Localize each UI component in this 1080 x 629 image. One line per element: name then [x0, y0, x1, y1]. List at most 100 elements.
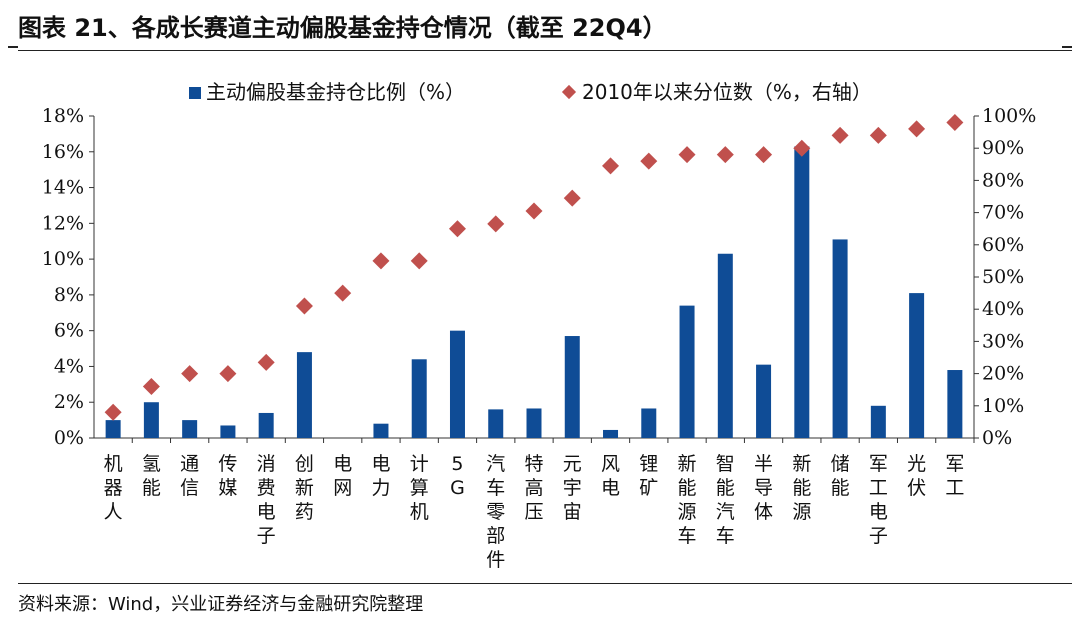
right-axis-tick-label: 10% [982, 395, 1024, 417]
x-axis-label: 电网 [333, 453, 352, 499]
x-axis-label: 电力 [371, 453, 390, 499]
bar-18 [756, 364, 772, 438]
combo-chart: 主动偏股基金持仓比例（%） 2010年以来分位数（%，右轴） 0% 2% 4% 6% 8… [42, 80, 1037, 571]
bar-12 [526, 408, 542, 438]
right-axis-tick-label: 90% [982, 137, 1024, 159]
x-axis-label: 创新药 [295, 453, 314, 523]
marker-6 [295, 297, 313, 315]
divider-tick-right [1062, 46, 1072, 48]
left-axis-tick-label: 18% [42, 105, 84, 127]
marker-series [104, 113, 964, 421]
marker-17 [716, 146, 734, 164]
axes: 0% 2% 4% 6% 8% 10% 12% 14% 16% 18% 0% 10% 20% 30% 40% 5… [42, 105, 1037, 449]
right-axis-tick-label: 60% [982, 234, 1024, 256]
source-note: 资料来源：Wind，兴业证券经济与金融研究院整理 [18, 594, 424, 615]
right-axis-tick-label: 20% [982, 363, 1024, 385]
x-axis-label: 新能源 [792, 453, 811, 523]
marker-14 [602, 157, 620, 175]
figure-title: 图表 21、各成长赛道主动偏股基金持仓情况（截至 22Q4） [18, 14, 667, 42]
right-axis-tick-label: 30% [982, 330, 1024, 352]
divider-tick-left [8, 46, 18, 48]
marker-11 [487, 215, 505, 233]
marker-2 [142, 377, 160, 395]
left-axis-tick-label: 16% [42, 141, 84, 163]
bar-10 [449, 330, 465, 438]
bar-19 [794, 146, 810, 438]
legend-bar-swatch [189, 87, 201, 99]
legend-marker-label: 2010年以来分位数（%，右轴） [582, 80, 872, 104]
chart-legend: 主动偏股基金持仓比例（%） 2010年以来分位数（%，右轴） [189, 80, 872, 104]
marker-3 [181, 365, 199, 383]
bar-4 [220, 425, 236, 438]
x-axis-label: 通信 [180, 453, 199, 499]
bar-1 [105, 420, 121, 438]
marker-21 [869, 126, 887, 144]
bar-13 [564, 336, 580, 438]
marker-5 [257, 353, 275, 371]
right-axis-tick-label: 40% [982, 298, 1024, 320]
marker-18 [755, 146, 773, 164]
left-axis-tick-label: 6% [54, 320, 84, 342]
bar-21 [870, 405, 886, 438]
x-axis-label: 机器人 [104, 453, 123, 523]
left-axis-tick-label: 8% [54, 284, 84, 306]
x-axis-label: 氢能 [142, 453, 161, 499]
bar-16 [679, 305, 695, 438]
marker-20 [831, 126, 849, 144]
left-axis-tick-label: 10% [42, 248, 84, 270]
title-divider [18, 50, 1072, 51]
right-axis-tick-label: 50% [982, 266, 1024, 288]
x-axis-label: 元宇宙 [563, 453, 582, 523]
marker-10 [448, 220, 466, 238]
bar-15 [641, 408, 657, 438]
marker-22 [908, 120, 926, 138]
legend-bar-label: 主动偏股基金持仓比例（%） [206, 80, 465, 104]
x-axis-label: 光伏 [907, 453, 926, 499]
right-axis-tick-label: 80% [982, 169, 1024, 191]
x-axis-label: 军工 [945, 453, 964, 499]
x-axis-label: 计算机 [410, 453, 429, 523]
left-axis-tick-label: 12% [42, 212, 84, 234]
left-axis-tick-label: 14% [42, 177, 84, 199]
marker-4 [219, 365, 237, 383]
x-axis-label: 传媒 [218, 453, 237, 499]
x-axis-label: 智能汽车 [716, 453, 735, 547]
footer-divider [18, 583, 1072, 584]
bar-series [105, 146, 963, 438]
marker-23 [946, 113, 964, 131]
x-axis-label: 特高压 [524, 453, 543, 523]
x-axis-label: 半导体 [754, 453, 773, 523]
bar-11 [488, 409, 504, 438]
x-axis-label: 汽车零部件 [486, 453, 505, 571]
left-axis-tick-label: 4% [54, 355, 84, 377]
bar-8 [373, 423, 389, 438]
marker-9 [410, 252, 428, 270]
left-axis-tick-label: 2% [54, 391, 84, 413]
marker-8 [372, 252, 390, 270]
bar-17 [717, 253, 733, 438]
marker-7 [334, 284, 352, 302]
x-axis-label: 锂矿 [639, 453, 658, 499]
marker-19 [793, 139, 811, 157]
bar-5 [258, 412, 274, 438]
right-axis-tick-label: 100% [982, 105, 1036, 127]
marker-1 [104, 403, 122, 421]
x-axis-label: 新能源车 [678, 453, 697, 547]
legend-marker-swatch [561, 84, 577, 100]
marker-15 [640, 152, 658, 170]
x-axis-label: 军工电子 [869, 453, 888, 547]
right-axis-tick-label: 70% [982, 202, 1024, 224]
bar-2 [143, 402, 159, 438]
right-axis-tick-label: 0% [982, 427, 1012, 449]
x-axis-label: 储能 [831, 453, 850, 499]
x-axis-label: 风电 [601, 453, 620, 499]
marker-16 [678, 146, 696, 164]
bar-22 [909, 293, 925, 438]
bar-3 [182, 420, 198, 438]
bar-20 [832, 239, 848, 438]
marker-12 [525, 202, 543, 220]
bar-23 [947, 370, 963, 438]
marker-13 [563, 189, 581, 207]
bar-6 [296, 352, 312, 438]
